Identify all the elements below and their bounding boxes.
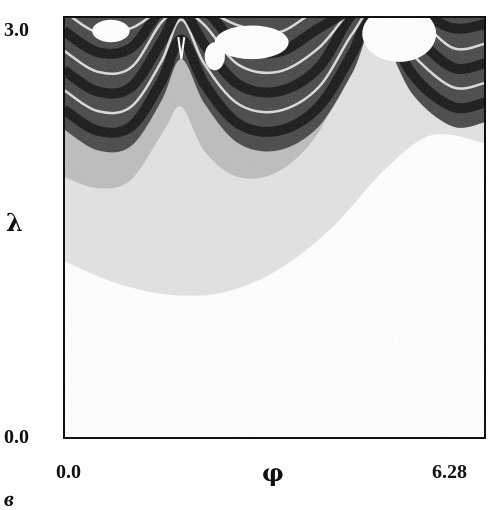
print-texture: [64, 17, 485, 438]
cusp-mark-3: [210, 17, 213, 18]
x-tick-label-start: 0.0: [56, 461, 81, 483]
y-tick-label-bottom: 0.0: [4, 426, 29, 448]
plot-frame: [63, 16, 486, 439]
plot-area: [64, 17, 485, 438]
panel-label: в: [4, 486, 14, 510]
x-axis: 0.0 6.28 φ: [56, 458, 467, 487]
x-axis-label: φ: [262, 458, 284, 487]
y-tick-label-top: 3.0: [4, 19, 29, 41]
y-axis-label: λ: [6, 208, 23, 237]
cusp-mark-1: [119, 17, 123, 18]
x-tick-label-end: 6.28: [432, 461, 467, 483]
y-axis: 3.0 0.0 λ: [4, 19, 29, 448]
